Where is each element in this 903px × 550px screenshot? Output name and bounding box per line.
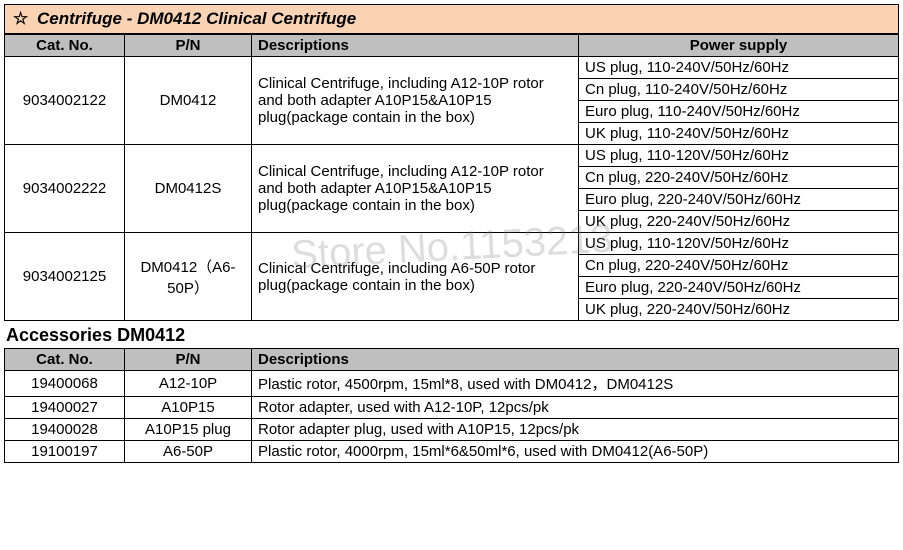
table-row: 9034002122 DM0412 Clinical Centrifuge, i… (5, 57, 899, 79)
cell-pn: A10P15 (125, 397, 252, 419)
cell-power: UK plug, 220-240V/50Hz/60Hz (579, 211, 899, 233)
cell-power: UK plug, 110-240V/50Hz/60Hz (579, 123, 899, 145)
cell-power: Cn plug, 110-240V/50Hz/60Hz (579, 79, 899, 101)
cell-power: Euro plug, 220-240V/50Hz/60Hz (579, 189, 899, 211)
cell-pn: DM0412（A6-50P） (125, 233, 252, 321)
main-table: Cat. No. P/N Descriptions Power supply 9… (4, 34, 899, 321)
cell-power: Euro plug, 110-240V/50Hz/60Hz (579, 101, 899, 123)
col-cat: Cat. No. (5, 349, 125, 371)
cell-cat: 19400027 (5, 397, 125, 419)
col-cat: Cat. No. (5, 35, 125, 57)
cell-pn: A6-50P (125, 441, 252, 463)
cell-desc: Plastic rotor, 4000rpm, 15ml*6&50ml*6, u… (252, 441, 899, 463)
cell-desc: Plastic rotor, 4500rpm, 15ml*8, used wit… (252, 371, 899, 397)
cell-desc: Rotor adapter, used with A12-10P, 12pcs/… (252, 397, 899, 419)
cell-pn: DM0412 (125, 57, 252, 145)
cell-power: Cn plug, 220-240V/50Hz/60Hz (579, 255, 899, 277)
table-row: 19400027 A10P15 Rotor adapter, used with… (5, 397, 899, 419)
cell-desc: Rotor adapter plug, used with A10P15, 12… (252, 419, 899, 441)
cell-cat: 9034002125 (5, 233, 125, 321)
cell-pn: A12-10P (125, 371, 252, 397)
col-pn: P/N (125, 35, 252, 57)
cell-power: UK plug, 220-240V/50Hz/60Hz (579, 299, 899, 321)
cell-power: US plug, 110-120V/50Hz/60Hz (579, 233, 899, 255)
col-desc: Descriptions (252, 35, 579, 57)
accessories-table: Cat. No. P/N Descriptions 19400068 A12-1… (4, 348, 899, 463)
cell-power: US plug, 110-120V/50Hz/60Hz (579, 145, 899, 167)
table-row: 19100197 A6-50P Plastic rotor, 4000rpm, … (5, 441, 899, 463)
table-row: 9034002222 DM0412S Clinical Centrifuge, … (5, 145, 899, 167)
page-wrap: ☆ Centrifuge - DM0412 Clinical Centrifug… (4, 4, 899, 463)
cell-desc: Clinical Centrifuge, including A12-10P r… (252, 57, 579, 145)
cell-power: Cn plug, 220-240V/50Hz/60Hz (579, 167, 899, 189)
cell-pn: DM0412S (125, 145, 252, 233)
col-pn: P/N (125, 349, 252, 371)
table-row: 9034002125 DM0412（A6-50P） Clinical Centr… (5, 233, 899, 255)
page-title: Centrifuge - DM0412 Clinical Centrifuge (37, 9, 356, 28)
cell-cat: 9034002122 (5, 57, 125, 145)
table-row: 19400028 A10P15 plug Rotor adapter plug,… (5, 419, 899, 441)
star-icon: ☆ (13, 9, 28, 28)
acc-header-row: Cat. No. P/N Descriptions (5, 349, 899, 371)
cell-pn: A10P15 plug (125, 419, 252, 441)
cell-power: US plug, 110-240V/50Hz/60Hz (579, 57, 899, 79)
col-desc: Descriptions (252, 349, 899, 371)
col-power: Power supply (579, 35, 899, 57)
accessories-title: Accessories DM0412 (4, 321, 899, 348)
table-row: 19400068 A12-10P Plastic rotor, 4500rpm,… (5, 371, 899, 397)
cell-cat: 19400028 (5, 419, 125, 441)
header-bar: ☆ Centrifuge - DM0412 Clinical Centrifug… (4, 4, 899, 34)
cell-desc: Clinical Centrifuge, including A12-10P r… (252, 145, 579, 233)
main-header-row: Cat. No. P/N Descriptions Power supply (5, 35, 899, 57)
cell-cat: 19100197 (5, 441, 125, 463)
cell-cat: 19400068 (5, 371, 125, 397)
cell-power: Euro plug, 220-240V/50Hz/60Hz (579, 277, 899, 299)
cell-cat: 9034002222 (5, 145, 125, 233)
cell-desc: Clinical Centrifuge, including A6-50P ro… (252, 233, 579, 321)
